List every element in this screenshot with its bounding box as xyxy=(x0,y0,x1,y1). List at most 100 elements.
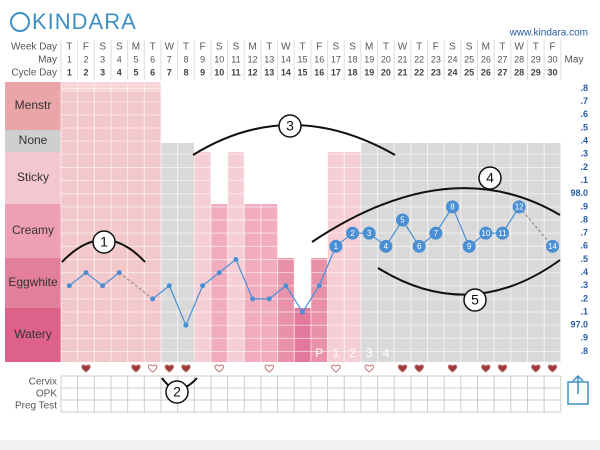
temperature-point xyxy=(512,200,526,214)
date: 29 xyxy=(531,54,541,64)
temperature-point xyxy=(396,213,410,227)
date: 21 xyxy=(398,54,408,64)
cycle-day: 23 xyxy=(431,67,441,77)
date: 4 xyxy=(117,54,122,64)
month-end-label: May xyxy=(565,55,584,66)
no-fluid-bar xyxy=(427,143,445,362)
cycle-day: 28 xyxy=(514,67,524,77)
annotation-circle xyxy=(92,230,116,254)
row-label: Week Day xyxy=(11,42,57,53)
no-fluid-bar xyxy=(510,143,528,362)
temperature-point xyxy=(412,239,426,253)
week-day: F xyxy=(200,42,206,53)
cycle-day: 8 xyxy=(183,67,188,77)
fluid-label: Eggwhite xyxy=(8,275,58,289)
heart-icon xyxy=(481,364,491,373)
fluid-label: None xyxy=(19,133,48,147)
peak-label: 1 xyxy=(333,346,340,360)
url[interactable]: www.kindara.com xyxy=(509,28,588,39)
temperature-point xyxy=(316,283,322,289)
annotation-circle xyxy=(463,288,487,312)
temperature-point xyxy=(233,256,239,262)
no-fluid-bar xyxy=(160,143,178,362)
temperature-point xyxy=(66,283,72,289)
cycle-day: 24 xyxy=(448,67,458,77)
y-tick-label: .4 xyxy=(580,267,588,277)
fluid-bar xyxy=(144,92,161,362)
fluid-bar xyxy=(110,92,128,362)
fluid-bar xyxy=(210,204,228,362)
temperature-point xyxy=(329,239,343,253)
cycle-day: 9 xyxy=(200,67,205,77)
week-day: S xyxy=(216,42,223,53)
date: 10 xyxy=(214,54,224,64)
no-fluid-bar xyxy=(177,143,195,362)
annotation-circle xyxy=(165,380,189,404)
week-day: T xyxy=(66,42,72,53)
week-day: T xyxy=(266,42,272,53)
temperature-point xyxy=(545,239,559,253)
gap-connector xyxy=(119,272,153,300)
date: 28 xyxy=(514,54,524,64)
annotation-label: 1 xyxy=(100,234,108,250)
temperature-point xyxy=(116,270,122,276)
fluid-label: Watery xyxy=(14,327,52,341)
y-tick-label: .5 xyxy=(580,254,588,264)
heart-icon xyxy=(147,364,158,373)
point-label: 14 xyxy=(548,242,557,251)
date: 8 xyxy=(183,54,188,64)
share-button[interactable] xyxy=(567,374,589,405)
week-day: S xyxy=(116,42,123,53)
cycle-day: 10 xyxy=(214,67,224,77)
peak-label: 2 xyxy=(349,346,356,360)
fluid-label: Menstr xyxy=(15,98,52,112)
fluid-bar xyxy=(194,152,211,362)
cycle-day: 17 xyxy=(331,67,341,77)
date: 9 xyxy=(200,54,205,64)
week-day: W xyxy=(165,42,175,53)
point-label: 7 xyxy=(434,229,439,238)
annotation-label: 2 xyxy=(173,384,181,400)
heart-icon xyxy=(264,364,274,373)
annotation-label: 4 xyxy=(486,170,494,186)
date: 5 xyxy=(133,54,138,64)
point-label: 12 xyxy=(515,202,524,211)
heart-icon xyxy=(531,364,541,373)
week-day: T xyxy=(300,42,306,53)
temperature-point xyxy=(379,239,393,253)
logo-text: KINDARA xyxy=(32,9,137,34)
no-fluid-bar xyxy=(444,143,461,362)
share-arrow[interactable] xyxy=(572,374,584,394)
y-tick-label: .1 xyxy=(580,175,588,185)
cycle-day: 16 xyxy=(314,67,324,77)
bottom-row-label: Cervix xyxy=(29,377,57,388)
fluid-label-box xyxy=(5,130,61,152)
temperature-point xyxy=(216,270,222,276)
temperature-point xyxy=(300,309,306,315)
cycle-day: 19 xyxy=(364,67,374,77)
heart-icon xyxy=(164,364,174,373)
cycle-day: 5 xyxy=(133,67,138,77)
no-fluid-bar xyxy=(527,143,545,362)
heart-icon xyxy=(364,364,374,373)
cycle-day: 11 xyxy=(231,67,241,77)
fluid-bar xyxy=(77,92,95,362)
week-day: M xyxy=(482,42,490,53)
fluid-label-box xyxy=(5,152,61,204)
fluid-bar xyxy=(127,92,145,362)
y-tick-label: .6 xyxy=(580,109,588,119)
cycle-day: 1 xyxy=(67,67,72,77)
date: 1 xyxy=(67,54,72,64)
week-day: S xyxy=(333,42,340,53)
date: 26 xyxy=(481,54,491,64)
date: 11 xyxy=(231,54,240,64)
point-label: 11 xyxy=(498,229,507,238)
temperature-point xyxy=(83,270,89,276)
point-label: 8 xyxy=(450,202,455,211)
week-day: T xyxy=(150,42,156,53)
cycle-day: 4 xyxy=(117,67,122,77)
fluid-label: Sticky xyxy=(17,170,49,184)
annotation-label: 5 xyxy=(471,292,479,308)
cycle-day: 22 xyxy=(414,67,424,77)
